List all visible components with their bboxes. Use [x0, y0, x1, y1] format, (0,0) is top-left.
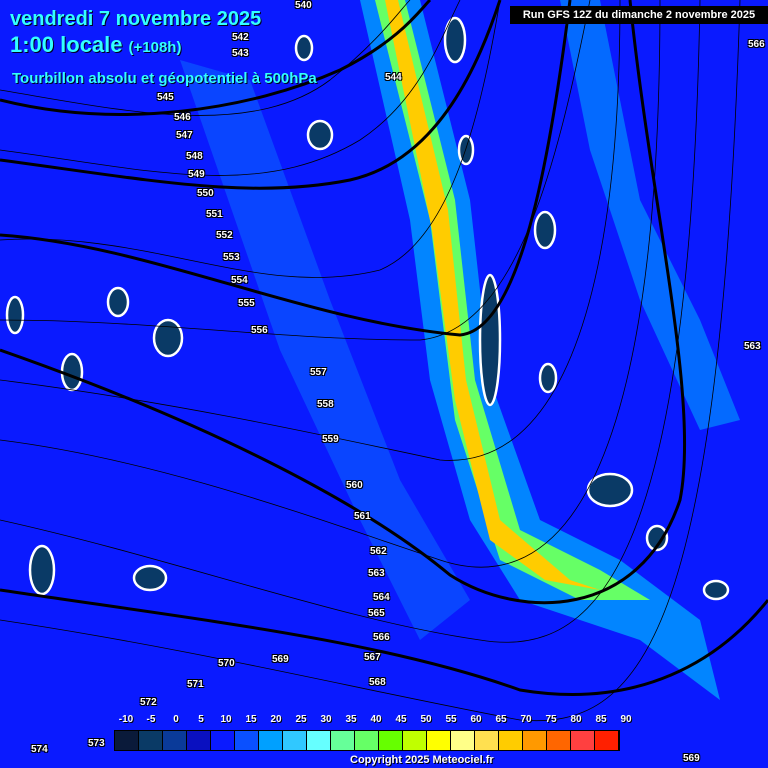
colorbar-swatch	[595, 731, 619, 750]
colorbar-label: -5	[146, 714, 156, 725]
colorbar-label: 5	[198, 714, 204, 725]
contour-label: 569	[683, 753, 700, 764]
contour-label: 562	[370, 546, 387, 557]
colorbar-swatch	[475, 731, 499, 750]
colorbar-swatch	[499, 731, 523, 750]
field-title: Tourbillon absolu et géopotentiel à 500h…	[12, 70, 317, 87]
colorbar-label: 80	[570, 714, 582, 725]
colorbar-label: 70	[520, 714, 532, 725]
colorbar-swatch	[283, 731, 307, 750]
colorbar-swatch	[259, 731, 283, 750]
contour-label: 567	[364, 652, 381, 663]
colorbar-label: 90	[620, 714, 632, 725]
contour-label: 563	[744, 341, 761, 352]
contour-label: 555	[238, 298, 255, 309]
colorbar-label: 30	[320, 714, 332, 725]
colorbar-label: 35	[345, 714, 357, 725]
colorbar	[114, 730, 620, 751]
contour-label: 560	[346, 480, 363, 491]
contour-label: 553	[223, 252, 240, 263]
vorticity-band-west	[180, 60, 470, 640]
contour-label: 573	[88, 738, 105, 749]
contour-label: 552	[216, 230, 233, 241]
colorbar-label: 20	[270, 714, 282, 725]
contour-label: 548	[186, 151, 203, 162]
colorbar-label: -10	[118, 714, 134, 725]
colorbar-label: 65	[495, 714, 507, 725]
colorbar-swatch	[163, 731, 187, 750]
contour-label: 574	[31, 744, 48, 755]
contour-label: 572	[140, 697, 157, 708]
contour-label: 561	[354, 511, 371, 522]
contour-label: 547	[176, 130, 193, 141]
contour-label: 571	[187, 679, 204, 690]
colorbar-label: 15	[245, 714, 257, 725]
colorbar-swatch	[187, 731, 211, 750]
run-info: Run GFS 12Z du dimanche 2 novembre 2025	[510, 6, 768, 24]
contour-label: 564	[373, 592, 390, 603]
contour-label: 554	[231, 275, 248, 286]
geopotential-contours-thick	[0, 0, 768, 696]
colorbar-label: 25	[295, 714, 307, 725]
contour-label: 570	[218, 658, 235, 669]
vorticity-band-east	[560, 0, 740, 430]
colorbar-label: 0	[173, 714, 179, 725]
contour-label: 545	[157, 92, 174, 103]
vorticity-band-core	[385, 0, 600, 590]
colorbar-swatch	[403, 731, 427, 750]
forecast-time: 1:00 locale (+108h)	[10, 32, 181, 58]
colorbar-swatch	[115, 731, 139, 750]
contour-label: 569	[272, 654, 289, 665]
contour-label: 549	[188, 169, 205, 180]
colorbar-label: 50	[420, 714, 432, 725]
colorbar-label: 85	[595, 714, 607, 725]
colorbar-label: 55	[445, 714, 457, 725]
contour-label: 550	[197, 188, 214, 199]
local-time: 1:00 locale	[10, 32, 123, 57]
colorbar-swatch	[451, 731, 475, 750]
contour-label: 542	[232, 32, 249, 43]
forecast-date: vendredi 7 novembre 2025	[10, 8, 262, 30]
colorbar-label: 75	[545, 714, 557, 725]
contour-label: 543	[232, 48, 249, 59]
negative-vorticity-cells	[5, 16, 730, 601]
colorbar-label: 40	[370, 714, 382, 725]
colorbar-swatch	[139, 731, 163, 750]
contour-label: 565	[368, 608, 385, 619]
colorbar-swatch	[427, 731, 451, 750]
colorbar-label: 10	[220, 714, 232, 725]
contour-label: 566	[748, 39, 765, 50]
colorbar-swatch	[307, 731, 331, 750]
colorbar-label: 45	[395, 714, 407, 725]
contour-label: 558	[317, 399, 334, 410]
contour-label: 540	[295, 0, 312, 11]
geopotential-contours-thin	[0, 0, 741, 722]
colorbar-labels: -10 -5 0 5 10 15 20 25 30 35 40 45 50 55 60 65 70 75 80 85 9…	[114, 714, 642, 728]
copyright: Copyright 2025 Meteociel.fr	[350, 754, 494, 766]
colorbar-label: 60	[470, 714, 482, 725]
colorbar-swatch	[211, 731, 235, 750]
contour-label: 559	[322, 434, 339, 445]
colorbar-swatch	[379, 731, 403, 750]
contour-label: 568	[369, 677, 386, 688]
colorbar-swatch	[235, 731, 259, 750]
colorbar-swatch	[571, 731, 595, 750]
contour-label: 544	[385, 72, 402, 83]
colorbar-swatch	[523, 731, 547, 750]
colorbar-swatch	[331, 731, 355, 750]
contour-label: 563	[368, 568, 385, 579]
colorbar-swatch	[355, 731, 379, 750]
colorbar-swatch	[547, 731, 571, 750]
contour-label: 551	[206, 209, 223, 220]
contour-label: 557	[310, 367, 327, 378]
contour-label: 556	[251, 325, 268, 336]
vorticity-band-outer	[360, 0, 720, 700]
lead-time: (+108h)	[128, 39, 182, 56]
contour-label: 546	[174, 112, 191, 123]
contour-label: 566	[373, 632, 390, 643]
